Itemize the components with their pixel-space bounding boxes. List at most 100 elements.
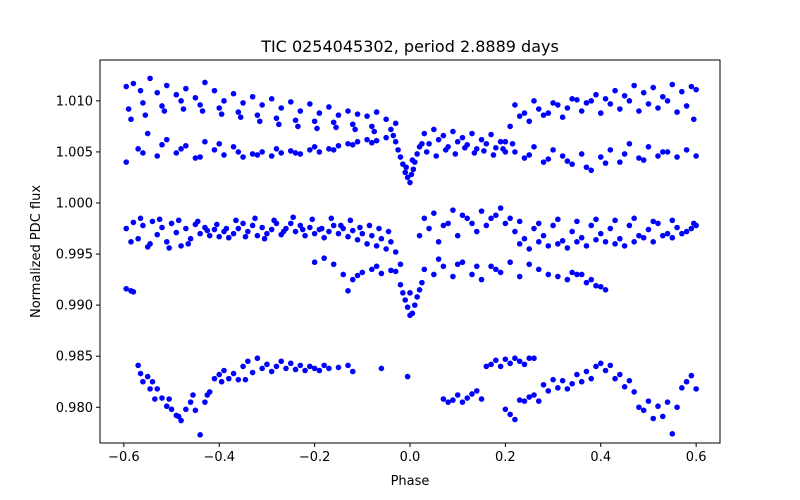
data-point bbox=[338, 222, 344, 229]
data-point bbox=[597, 283, 604, 290]
data-point bbox=[640, 157, 647, 163]
data-point bbox=[214, 221, 220, 228]
data-point bbox=[242, 233, 249, 240]
data-point bbox=[123, 83, 130, 90]
data-point bbox=[664, 98, 671, 104]
data-point bbox=[407, 179, 413, 186]
data-point bbox=[507, 259, 513, 266]
data-point bbox=[540, 381, 547, 388]
data-point bbox=[621, 92, 628, 99]
data-point bbox=[450, 397, 456, 403]
data-point bbox=[287, 360, 294, 367]
data-point bbox=[574, 371, 580, 378]
data-point bbox=[197, 102, 203, 108]
data-point bbox=[335, 364, 342, 371]
data-point bbox=[617, 371, 623, 378]
data-point bbox=[326, 365, 332, 372]
data-point bbox=[674, 404, 680, 411]
data-point bbox=[683, 103, 690, 109]
data-point bbox=[650, 415, 657, 422]
data-point bbox=[178, 98, 184, 104]
data-point bbox=[395, 147, 401, 153]
data-point bbox=[302, 232, 308, 239]
data-point bbox=[564, 386, 571, 392]
data-point bbox=[373, 137, 380, 144]
data-point bbox=[197, 230, 203, 237]
data-point bbox=[569, 96, 575, 102]
data-point bbox=[521, 361, 528, 368]
data-point bbox=[278, 105, 285, 111]
data-point bbox=[273, 146, 280, 152]
data-point bbox=[152, 396, 158, 402]
data-point bbox=[664, 399, 671, 405]
data-point bbox=[166, 396, 172, 402]
data-point bbox=[531, 225, 537, 232]
data-point bbox=[307, 147, 313, 153]
data-point bbox=[545, 271, 552, 278]
data-point bbox=[211, 226, 218, 233]
data-point bbox=[287, 220, 294, 227]
data-point bbox=[202, 399, 208, 405]
data-point bbox=[192, 94, 199, 101]
data-point bbox=[383, 134, 389, 141]
data-point bbox=[478, 208, 485, 214]
data-point bbox=[252, 215, 258, 222]
data-point bbox=[478, 136, 485, 143]
data-point bbox=[354, 272, 361, 279]
data-point bbox=[488, 361, 494, 368]
data-point bbox=[402, 169, 409, 176]
data-point bbox=[442, 147, 449, 153]
data-point bbox=[249, 222, 256, 229]
data-point bbox=[403, 164, 409, 171]
data-point bbox=[693, 386, 699, 392]
data-point bbox=[588, 375, 595, 382]
data-points bbox=[123, 75, 699, 438]
data-point bbox=[414, 294, 420, 300]
data-point bbox=[316, 110, 323, 116]
data-point bbox=[435, 239, 442, 245]
data-point bbox=[221, 152, 227, 158]
data-point bbox=[161, 108, 168, 114]
y-tick-label: 0.990 bbox=[56, 299, 93, 314]
data-point bbox=[388, 239, 394, 245]
data-point bbox=[481, 148, 487, 154]
data-point bbox=[640, 89, 647, 96]
data-point bbox=[216, 105, 223, 111]
data-point bbox=[206, 232, 213, 239]
data-point bbox=[307, 224, 313, 231]
data-point bbox=[130, 80, 137, 87]
data-point bbox=[664, 230, 671, 237]
data-point bbox=[345, 362, 351, 369]
data-point bbox=[597, 110, 604, 116]
data-point bbox=[531, 144, 537, 150]
data-point bbox=[507, 215, 513, 222]
data-point bbox=[636, 155, 642, 161]
data-point bbox=[693, 86, 699, 93]
data-point bbox=[631, 389, 637, 395]
data-point bbox=[490, 152, 497, 158]
data-point bbox=[168, 220, 175, 227]
data-point bbox=[240, 100, 246, 106]
data-point bbox=[602, 367, 609, 374]
data-point bbox=[259, 224, 265, 231]
data-point bbox=[307, 101, 313, 107]
data-point bbox=[349, 121, 356, 128]
data-point bbox=[349, 276, 356, 283]
data-point bbox=[321, 362, 327, 369]
data-point bbox=[249, 369, 256, 376]
data-point bbox=[650, 84, 657, 91]
data-point bbox=[414, 151, 420, 157]
data-point bbox=[526, 394, 533, 400]
data-point bbox=[154, 386, 161, 392]
data-point bbox=[264, 230, 270, 237]
data-point bbox=[597, 154, 604, 160]
data-point bbox=[669, 234, 676, 241]
data-point bbox=[493, 357, 499, 364]
data-point bbox=[578, 108, 585, 114]
data-point bbox=[454, 138, 461, 145]
data-point bbox=[140, 378, 146, 385]
data-point bbox=[369, 123, 375, 130]
data-point bbox=[340, 271, 347, 278]
